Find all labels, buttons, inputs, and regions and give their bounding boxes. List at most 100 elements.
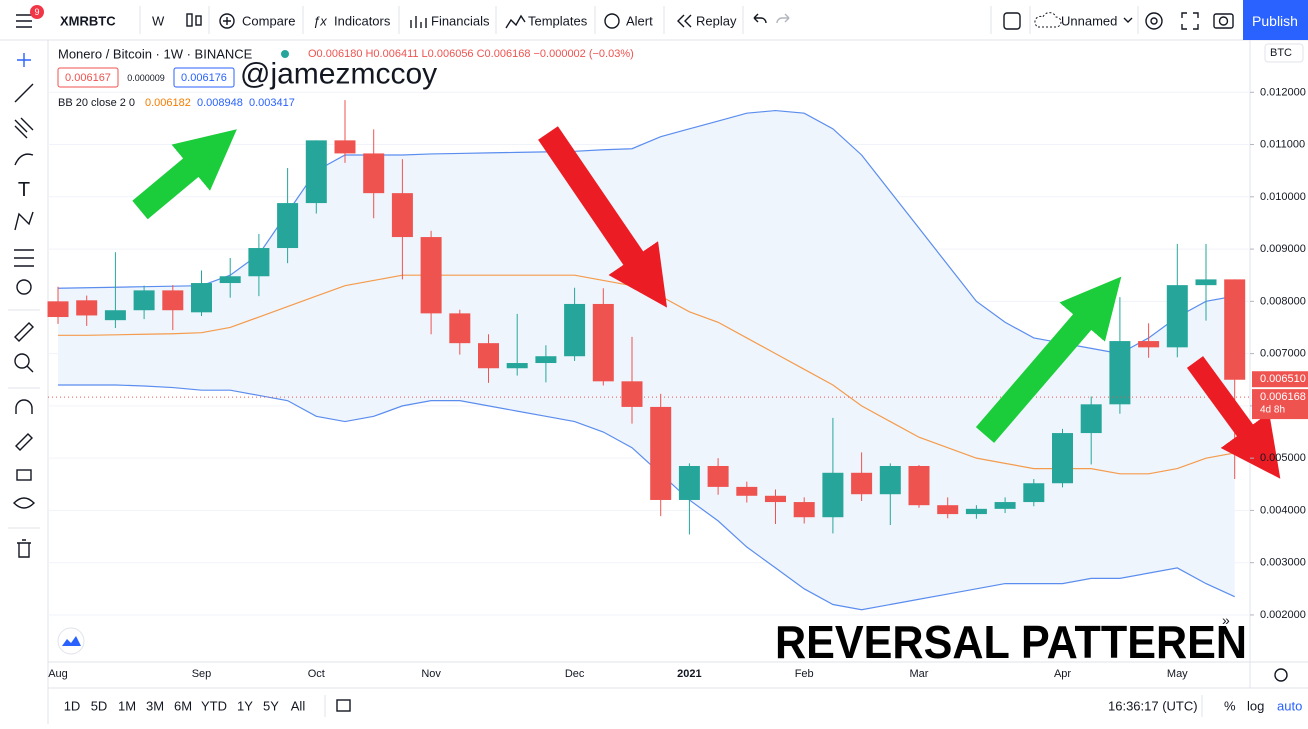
- emoji-tool[interactable]: [16, 279, 32, 295]
- log-toggle[interactable]: log: [1247, 699, 1264, 714]
- delete-tool[interactable]: [17, 539, 31, 558]
- settings-button[interactable]: [1145, 12, 1163, 30]
- currency-button[interactable]: [1264, 43, 1304, 63]
- fullscreen-button[interactable]: [1181, 12, 1199, 30]
- range-button[interactable]: YTD: [201, 699, 227, 714]
- candle-body: [1195, 279, 1217, 286]
- candle-body: [1052, 433, 1073, 484]
- candle-body: [650, 406, 672, 500]
- compare-button[interactable]: Compare: [242, 14, 295, 29]
- band-lower: [58, 384, 1235, 611]
- candle-body: [47, 301, 69, 318]
- range-bar: 1D 5D 1M 3M 6M YTD 1Y 5Y All: [64, 699, 306, 714]
- multi-chart-button[interactable]: [1003, 12, 1021, 30]
- range-button[interactable]: 3M: [146, 699, 164, 714]
- badge-count: 9: [34, 7, 39, 17]
- layout-name[interactable]: Unnamed: [1061, 14, 1117, 29]
- red-arrow: [538, 126, 668, 308]
- y-tick-label: 0.007000: [1260, 348, 1306, 360]
- menu-button[interactable]: [16, 14, 32, 28]
- badge: [30, 5, 44, 19]
- range-button[interactable]: 1Y: [237, 699, 253, 714]
- symbol[interactable]: XMRBTC: [60, 14, 116, 29]
- auto-toggle[interactable]: auto: [1277, 699, 1302, 714]
- interval[interactable]: W: [152, 14, 165, 29]
- candle-body: [994, 502, 1016, 509]
- lock-tool[interactable]: [16, 469, 32, 481]
- replay-icon: [677, 14, 692, 28]
- text-tool[interactable]: T: [18, 179, 30, 201]
- candle-body: [1109, 341, 1131, 405]
- lock-drawings-tool[interactable]: [15, 433, 33, 451]
- financials-icon: [410, 16, 427, 28]
- y-tick-label: 0.011000: [1260, 139, 1305, 151]
- candle-body: [937, 505, 959, 515]
- axis-settings[interactable]: [1274, 668, 1288, 682]
- red-arrow: [1186, 356, 1281, 479]
- financials-button[interactable]: Financials: [431, 14, 490, 29]
- range-button[interactable]: 1M: [118, 699, 136, 714]
- legend-ohlc: O0.006180 H0.006411 L0.006056 C0.006168 …: [308, 48, 634, 60]
- chart-type-button[interactable]: [186, 13, 202, 27]
- y-tick-label: 0.010000: [1260, 191, 1306, 203]
- measure-tool[interactable]: [14, 322, 34, 342]
- layout-dropdown[interactable]: [1123, 17, 1133, 23]
- candle-body: [908, 465, 930, 506]
- range-button[interactable]: 1D: [64, 699, 81, 714]
- logo-icon: [62, 636, 81, 646]
- trendline-tool[interactable]: [14, 83, 34, 103]
- scroll-button[interactable]: »: [1222, 612, 1230, 628]
- candle-body: [592, 303, 614, 382]
- candle-body: [104, 310, 126, 321]
- bid-box[interactable]: [57, 67, 119, 88]
- range-button[interactable]: 5Y: [263, 699, 279, 714]
- y-tick-label: 0.003000: [1260, 557, 1306, 569]
- candle-body: [76, 300, 98, 316]
- x-tick-label: Mar: [910, 668, 929, 680]
- watermark: @jamezmccoy: [240, 58, 437, 91]
- candle-body: [334, 140, 356, 154]
- fib-tool[interactable]: [14, 117, 34, 139]
- currency: BTC: [1270, 47, 1292, 59]
- indicators-button[interactable]: Indicators: [334, 14, 391, 29]
- crosshair-tool[interactable]: [17, 53, 31, 67]
- price-label: 0.006510: [1260, 373, 1306, 385]
- redo-button[interactable]: [776, 13, 790, 24]
- candle-body: [191, 283, 212, 313]
- prediction-tool[interactable]: [14, 249, 34, 267]
- clock: 16:36:17 (UTC): [1108, 699, 1198, 714]
- publish-button[interactable]: [1243, 0, 1308, 40]
- candle-body: [219, 276, 241, 284]
- pattern-tool[interactable]: [14, 211, 34, 231]
- undo-button[interactable]: [753, 13, 767, 24]
- indicators-icon: ƒx: [313, 14, 327, 29]
- percent-toggle[interactable]: %: [1224, 699, 1236, 714]
- range-button[interactable]: 5D: [91, 699, 108, 714]
- x-tick-label: Sep: [192, 668, 212, 680]
- price-label: 0.006168: [1260, 391, 1306, 403]
- candle-body: [363, 153, 385, 194]
- replay-button[interactable]: Replay: [696, 14, 737, 29]
- snapshot-button[interactable]: [1213, 13, 1234, 29]
- menu-icon: [16, 14, 32, 28]
- candle-body: [564, 303, 586, 357]
- range-button[interactable]: All: [291, 699, 306, 714]
- candle-body: [248, 248, 270, 277]
- templates-icon: [505, 14, 526, 29]
- zoom-tool[interactable]: [14, 353, 30, 369]
- y-tick-label: 0.012000: [1260, 86, 1306, 98]
- y-tick-label: 0.002000: [1260, 609, 1306, 621]
- logo[interactable]: [57, 627, 85, 655]
- ask-box[interactable]: [173, 67, 235, 88]
- goto-date[interactable]: [336, 699, 351, 712]
- x-tick-label: Nov: [421, 668, 441, 680]
- y-tick-label: 0.008000: [1260, 295, 1306, 307]
- magnet-tool[interactable]: [15, 399, 33, 414]
- candle-body: [478, 343, 499, 369]
- brush-tool[interactable]: [14, 153, 34, 166]
- alert-button[interactable]: Alert: [626, 14, 653, 29]
- visibility-tool[interactable]: [13, 497, 35, 509]
- range-button[interactable]: 6M: [174, 699, 192, 714]
- templates-button[interactable]: Templates: [528, 14, 588, 29]
